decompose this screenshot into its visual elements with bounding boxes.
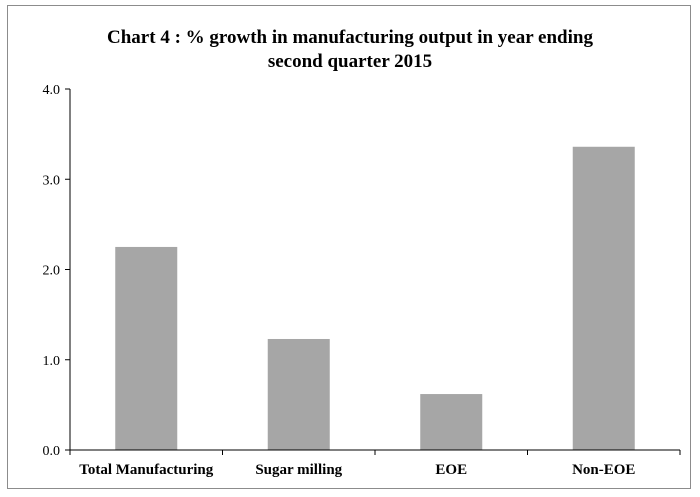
chart-title: Chart 4 : % growth in manufacturing outp… bbox=[107, 27, 593, 72]
y-tick-label: 3.0 bbox=[43, 173, 61, 188]
bars bbox=[115, 146, 635, 450]
x-tick-label: Sugar milling bbox=[255, 462, 342, 478]
x-tick-label: Total Manufacturing bbox=[79, 462, 214, 478]
y-tick-label: 2.0 bbox=[43, 264, 61, 279]
bar bbox=[267, 338, 330, 450]
x-tick-label: Non-EOE bbox=[572, 462, 635, 478]
bar bbox=[115, 246, 178, 450]
y-tick-label: 4.0 bbox=[43, 83, 61, 98]
category-labels: Total Manufacturing Sugar milling EOE Non-E… bbox=[79, 462, 635, 478]
bar bbox=[572, 146, 635, 450]
y-tick-label: 1.0 bbox=[43, 354, 61, 369]
axes bbox=[69, 89, 681, 455]
x-tick-label: EOE bbox=[435, 462, 467, 478]
y-tick-label: 0.0 bbox=[43, 444, 61, 459]
y-axis-ticks: 0.0 1.0 2.0 3.0 4.0 bbox=[43, 83, 70, 459]
bar bbox=[420, 394, 483, 450]
